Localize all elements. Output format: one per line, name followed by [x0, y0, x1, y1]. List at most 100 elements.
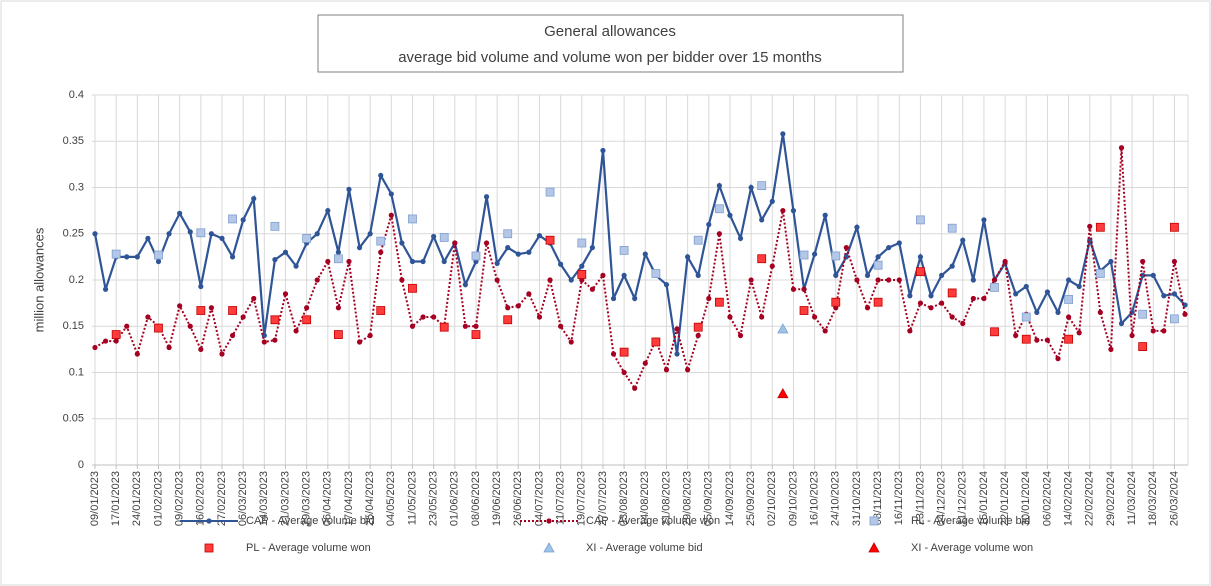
data-point — [769, 263, 775, 269]
x-tick-label: 02/10/2023 — [766, 471, 778, 526]
data-point — [471, 251, 481, 261]
data-point — [886, 277, 892, 283]
data-point — [111, 249, 121, 259]
data-point — [462, 323, 468, 329]
data-point — [854, 277, 860, 283]
y-tick-label: 0 — [78, 459, 84, 471]
x-tick-label: 09/02/2023 — [174, 471, 186, 526]
data-point — [388, 212, 394, 218]
x-tick-label: 16/02/2023 — [195, 471, 207, 526]
data-point — [367, 231, 373, 237]
data-point — [154, 250, 163, 260]
data-point — [568, 339, 574, 345]
data-point — [399, 240, 405, 246]
data-point — [111, 330, 121, 339]
data-point — [1170, 314, 1179, 324]
data-point — [272, 337, 278, 343]
data-point — [873, 260, 883, 270]
data-point — [545, 235, 555, 245]
data-point — [228, 306, 237, 315]
data-point — [1044, 337, 1051, 343]
data-point — [577, 270, 587, 279]
x-tick-label: 19/07/2023 — [576, 471, 588, 526]
x-tick-label: 06/03/2023 — [237, 471, 249, 526]
data-point — [282, 291, 289, 297]
data-point — [916, 215, 925, 225]
data-point — [610, 351, 617, 357]
data-point — [1076, 283, 1082, 290]
x-tick-label: 19/06/2023 — [491, 471, 503, 526]
data-point — [261, 339, 267, 345]
data-point — [166, 231, 172, 237]
x-tick-label: 01/06/2023 — [449, 471, 461, 526]
data-point — [483, 194, 490, 200]
legend-marker — [546, 518, 552, 524]
data-point — [536, 233, 543, 239]
x-tick-label: 24/10/2023 — [830, 471, 842, 526]
data-point — [113, 338, 119, 344]
data-point — [545, 187, 555, 197]
data-point — [270, 315, 280, 325]
data-point — [526, 249, 532, 255]
legend-marker — [868, 542, 880, 553]
data-point — [1055, 356, 1061, 362]
chart-subtitle: average bid volume and volume won per bi… — [398, 49, 822, 66]
data-point — [302, 233, 312, 243]
data-point — [1097, 309, 1103, 315]
data-point — [1108, 346, 1114, 352]
data-point — [1095, 269, 1105, 278]
x-tick-label: 22/01/2024 — [999, 471, 1011, 526]
data-point — [706, 295, 712, 302]
data-point — [949, 314, 955, 320]
x-tick-label: 04/05/2023 — [385, 471, 397, 526]
data-point — [1140, 272, 1146, 278]
data-point — [1087, 223, 1093, 229]
data-point — [737, 235, 744, 241]
data-point — [177, 303, 183, 309]
x-tick-label: 05/09/2023 — [703, 471, 715, 526]
data-point — [378, 249, 384, 255]
x-tick-label: 27/07/2023 — [597, 471, 609, 526]
y-tick-label: 0.05 — [63, 413, 84, 425]
data-point — [621, 272, 627, 278]
x-tick-label: 23/11/2023 — [914, 471, 926, 525]
data-point — [198, 346, 204, 352]
data-point — [790, 286, 797, 292]
data-point — [907, 293, 913, 299]
data-point — [1171, 291, 1178, 297]
legend-marker — [869, 516, 879, 526]
data-point — [981, 217, 987, 223]
data-point — [1064, 334, 1073, 344]
data-point — [831, 251, 841, 261]
data-point — [748, 277, 754, 283]
data-point — [219, 235, 225, 241]
data-point — [822, 328, 828, 334]
x-tick-label: 31/10/2023 — [851, 471, 863, 526]
legend-label: CAP - Average volume bid — [246, 515, 375, 527]
x-tick-label: 11/07/2023 — [555, 471, 567, 525]
data-point — [589, 245, 595, 251]
data-point — [272, 257, 278, 263]
data-point — [928, 293, 934, 299]
data-point — [503, 315, 513, 325]
data-point — [619, 245, 629, 255]
data-point — [822, 212, 828, 218]
data-point — [621, 369, 627, 376]
x-tick-label: 29/02/2024 — [1105, 471, 1117, 526]
data-point — [333, 330, 343, 339]
x-tick-label: 25/04/2023 — [364, 471, 376, 526]
data-point — [1129, 309, 1135, 315]
data-point — [864, 272, 871, 278]
data-point — [801, 286, 807, 292]
data-point — [462, 282, 468, 288]
data-point — [1002, 258, 1008, 265]
data-point — [1108, 258, 1114, 265]
data-point — [693, 322, 703, 332]
data-point — [737, 332, 744, 339]
x-tick-label: 21/03/2023 — [279, 471, 291, 526]
legend-marker — [543, 542, 555, 553]
data-point — [716, 183, 722, 189]
data-point — [314, 277, 320, 283]
x-tick-label: 17/01/2023 — [110, 471, 122, 526]
data-point — [1021, 334, 1031, 344]
